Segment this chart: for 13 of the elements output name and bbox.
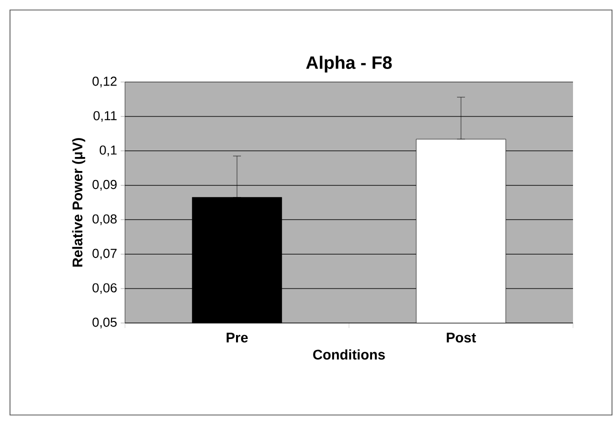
y-tick-label: 0,05 — [92, 318, 117, 328]
x-axis-title: Conditions — [313, 349, 385, 360]
y-tick-label: 0,08 — [92, 214, 117, 226]
x-tick-label: Pre — [226, 332, 248, 342]
x-tick-label: Post — [446, 332, 476, 342]
y-tick-label: 0,09 — [92, 180, 117, 191]
y-tick-label: 0,07 — [92, 248, 117, 260]
y-tick-label: 0,1 — [100, 146, 117, 156]
y-tick-label: 0,12 — [92, 76, 117, 88]
y-tick-label: 0,06 — [92, 283, 117, 294]
y-tick-label: 0,11 — [93, 111, 117, 122]
y-axis-title: Relative Power (μV) — [72, 138, 86, 267]
chart-title: Alpha - F8 — [306, 56, 392, 73]
